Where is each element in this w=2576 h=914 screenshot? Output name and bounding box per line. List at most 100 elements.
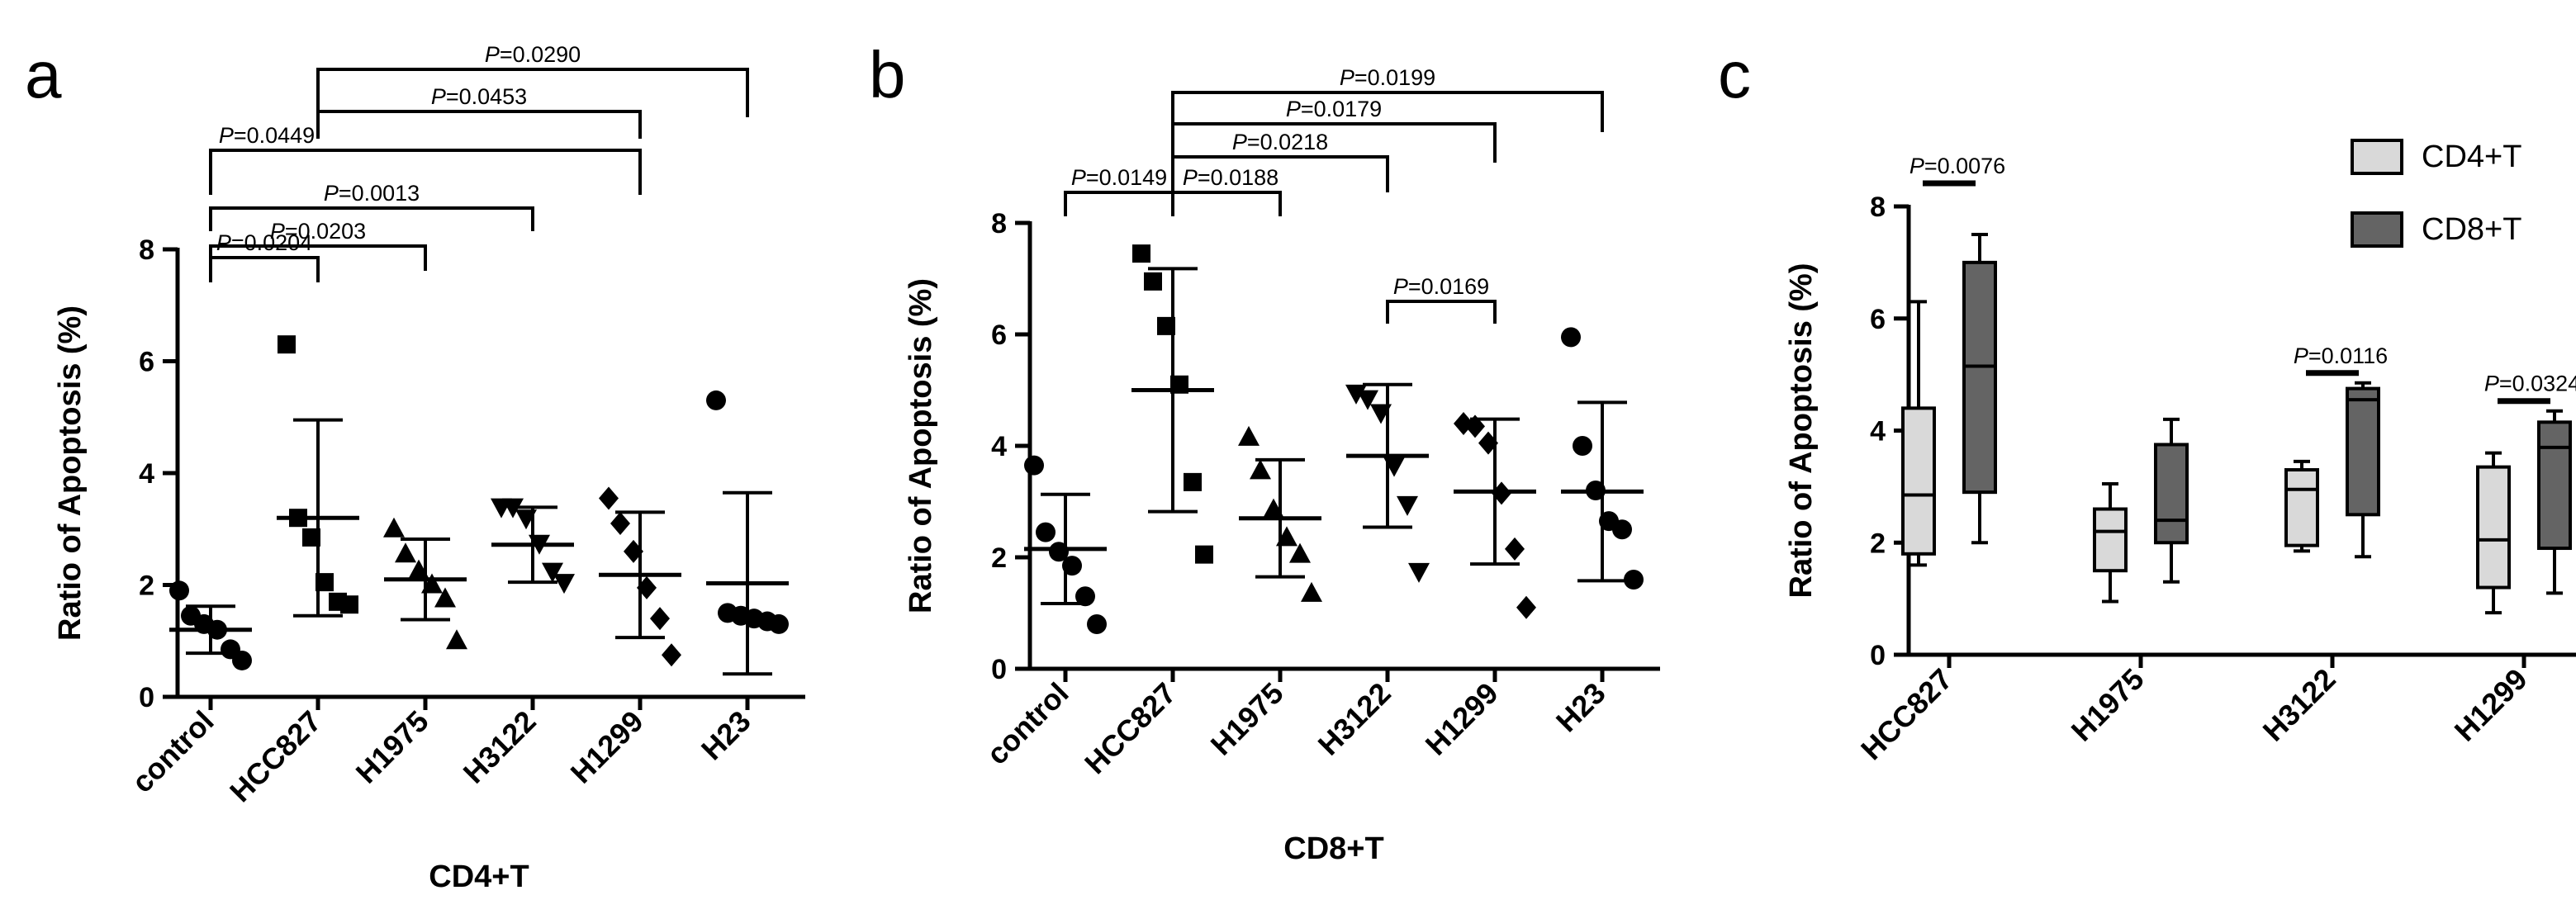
data-point	[232, 650, 252, 670]
box	[2346, 386, 2380, 517]
box	[2154, 443, 2189, 545]
x-tick-label: H1975	[1204, 676, 1290, 762]
p-value-label: P=0.0453	[431, 84, 527, 109]
p-value-label: P=0.0188	[1183, 165, 1279, 190]
y-tick-label: 4	[1870, 416, 1886, 448]
panel-a-chart: a 0 2 4 6 8 Ratio of Apoptosis (%) control HCC82…	[25, 38, 805, 894]
panel-letter: a	[25, 38, 62, 111]
data-point	[395, 542, 416, 563]
data-point	[1301, 581, 1322, 602]
data-point	[1612, 519, 1632, 540]
y-tick-label: 4	[991, 431, 1007, 462]
x-tick-label: H1299	[564, 704, 650, 790]
y-tick-label: 0	[1870, 640, 1886, 671]
y-tick-label: 6	[1870, 304, 1886, 335]
panel-letter: c	[1718, 38, 1751, 111]
panel-letter: b	[869, 38, 906, 111]
p-value-label: P=0.0203	[270, 219, 366, 244]
data-point	[446, 629, 467, 650]
data-point	[169, 580, 189, 601]
y-tick-label: 2	[1870, 528, 1886, 559]
x-tick-label: H1975	[349, 704, 435, 790]
y-tick-label: 6	[139, 347, 154, 378]
data-point	[1250, 459, 1271, 480]
significance-bracket	[1171, 122, 1497, 163]
significance-bracket	[1171, 191, 1282, 216]
data-point	[1238, 425, 1260, 446]
data-point	[1024, 455, 1044, 476]
data-point	[278, 335, 296, 354]
data-point	[1087, 614, 1107, 634]
x-tick-label: H1299	[1419, 676, 1505, 762]
x-tick-label: HCC827	[1854, 662, 1959, 767]
data-point	[302, 528, 320, 547]
x-tick-label: H23	[695, 704, 757, 767]
significance-bracket	[1171, 155, 1389, 192]
panel-b-chart: b 0 2 4 6 8 Ratio of Apoptosis (%) control HCC82…	[869, 38, 1660, 866]
data-point	[553, 574, 575, 594]
data-point	[1505, 537, 1525, 561]
data-point	[434, 587, 456, 608]
y-axis-label: Ratio of Apoptosis (%)	[1784, 263, 1819, 599]
significance-bracket	[316, 110, 642, 139]
data-point	[542, 562, 563, 583]
y-axis-label: Ratio of Apoptosis (%)	[53, 305, 88, 641]
data-point	[1289, 542, 1311, 563]
x-tick-label: H3122	[2256, 662, 2342, 748]
data-point	[610, 511, 630, 535]
legend-label: CD4+T	[2422, 140, 2521, 174]
x-tick-label: control	[980, 676, 1075, 771]
y-tick-label: 2	[991, 542, 1007, 574]
y-axis-label: Ratio of Apoptosis (%)	[904, 278, 938, 613]
x-tick-label: H3122	[1312, 676, 1397, 762]
data-point	[1397, 495, 1418, 516]
y-tick-label: 6	[991, 320, 1007, 351]
data-point	[1075, 586, 1095, 607]
data-point	[340, 595, 358, 614]
data-point	[315, 573, 334, 592]
significance-bracket	[1064, 191, 1174, 216]
legend-swatch	[2351, 139, 2403, 175]
data-point	[383, 517, 405, 538]
data-point	[662, 643, 681, 667]
data-point	[1195, 545, 1213, 564]
data-point	[1036, 522, 1056, 542]
p-value-label: P=0.0149	[1071, 165, 1167, 190]
significance-bracket	[209, 149, 642, 195]
box	[2537, 420, 2572, 551]
data-point	[1573, 436, 1592, 456]
p-value-label: P=0.0199	[1340, 65, 1435, 90]
p-value-label: P=0.0290	[485, 42, 581, 67]
y-tick-label: 8	[139, 234, 154, 266]
data-point	[706, 390, 726, 410]
x-tick-label: H1975	[2065, 662, 2151, 748]
data-point	[1357, 390, 1378, 410]
y-tick-label: 4	[139, 458, 154, 490]
significance-bracket	[1386, 300, 1497, 324]
y-tick-label: 0	[139, 682, 154, 713]
p-value-label: P=0.0324	[2484, 372, 2576, 396]
panel-c-chart: c 0 2 4 6 8 Ratio of Apoptosis (%) HCC827 H1975 H…	[1718, 38, 2576, 766]
data-point	[1561, 327, 1581, 348]
significance-bracket	[209, 206, 534, 231]
significance-bracket	[209, 244, 427, 271]
significance-bracket	[209, 256, 320, 282]
x-tick-label: control	[125, 704, 220, 799]
box	[1962, 260, 1997, 495]
box	[2476, 465, 2511, 590]
x-tick-label: H23	[1549, 676, 1612, 739]
x-tick-label: HCC827	[1078, 676, 1183, 781]
box	[1901, 406, 1936, 556]
y-tick-label: 2	[139, 571, 154, 602]
data-point	[1132, 244, 1150, 263]
data-point	[1144, 272, 1162, 291]
y-tick-label: 8	[1870, 192, 1886, 223]
p-value-label: P=0.0116	[2294, 343, 2388, 368]
p-value-label: P=0.0449	[219, 123, 315, 148]
p-value-label: P=0.0218	[1232, 130, 1328, 154]
legend-swatch	[2351, 211, 2403, 248]
x-axis-label: CD4+T	[429, 860, 529, 894]
legend-label: CD8+T	[2422, 212, 2521, 247]
y-tick-label: 0	[991, 654, 1007, 685]
